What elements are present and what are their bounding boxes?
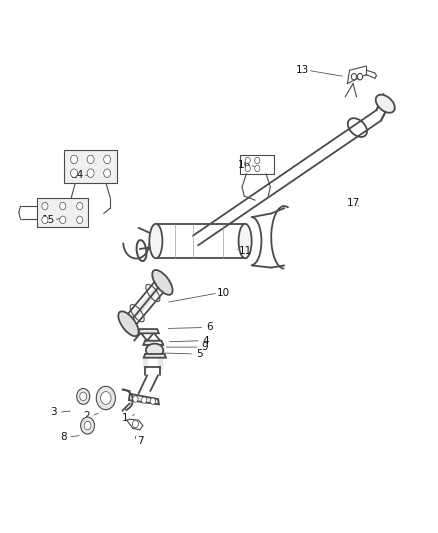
Circle shape: [104, 169, 111, 177]
Circle shape: [77, 216, 83, 223]
Text: 16: 16: [238, 160, 251, 169]
Ellipse shape: [152, 270, 173, 295]
Circle shape: [60, 203, 66, 210]
Ellipse shape: [118, 311, 139, 336]
Text: 2: 2: [83, 411, 89, 421]
Circle shape: [42, 216, 48, 223]
Text: 9: 9: [202, 342, 208, 352]
Text: 3: 3: [50, 407, 57, 417]
Circle shape: [141, 397, 147, 403]
Circle shape: [245, 157, 251, 164]
Text: 6: 6: [206, 322, 213, 333]
Circle shape: [357, 74, 363, 80]
Ellipse shape: [146, 344, 163, 357]
Circle shape: [132, 420, 138, 427]
Circle shape: [101, 392, 111, 405]
Text: 17: 17: [346, 198, 360, 208]
Text: 7: 7: [138, 437, 144, 447]
Circle shape: [87, 169, 94, 177]
Circle shape: [77, 389, 90, 405]
Polygon shape: [129, 394, 159, 405]
Polygon shape: [143, 341, 163, 345]
Circle shape: [80, 392, 87, 401]
Polygon shape: [144, 354, 166, 358]
Circle shape: [60, 216, 66, 223]
Circle shape: [133, 396, 138, 402]
FancyBboxPatch shape: [37, 198, 88, 227]
Ellipse shape: [149, 224, 162, 259]
Ellipse shape: [376, 95, 395, 113]
Circle shape: [71, 169, 78, 177]
Circle shape: [42, 203, 48, 210]
Circle shape: [77, 203, 83, 210]
Circle shape: [84, 421, 91, 430]
Circle shape: [104, 155, 111, 164]
Text: 13: 13: [296, 66, 309, 75]
Polygon shape: [138, 329, 159, 333]
Text: 15: 15: [42, 215, 55, 225]
FancyBboxPatch shape: [64, 150, 117, 183]
Circle shape: [245, 165, 251, 172]
Circle shape: [71, 155, 78, 164]
Circle shape: [254, 157, 260, 164]
Text: 5: 5: [196, 349, 203, 359]
Circle shape: [96, 386, 116, 410]
Text: 4: 4: [203, 336, 209, 346]
Circle shape: [254, 165, 260, 172]
Text: 1: 1: [122, 413, 129, 423]
Circle shape: [87, 155, 94, 164]
Text: 14: 14: [71, 171, 84, 180]
Circle shape: [81, 417, 95, 434]
Ellipse shape: [239, 224, 252, 259]
Text: 10: 10: [217, 288, 230, 298]
Circle shape: [150, 398, 155, 405]
Text: 8: 8: [60, 432, 67, 442]
Circle shape: [351, 74, 357, 80]
Text: 11: 11: [238, 246, 252, 256]
